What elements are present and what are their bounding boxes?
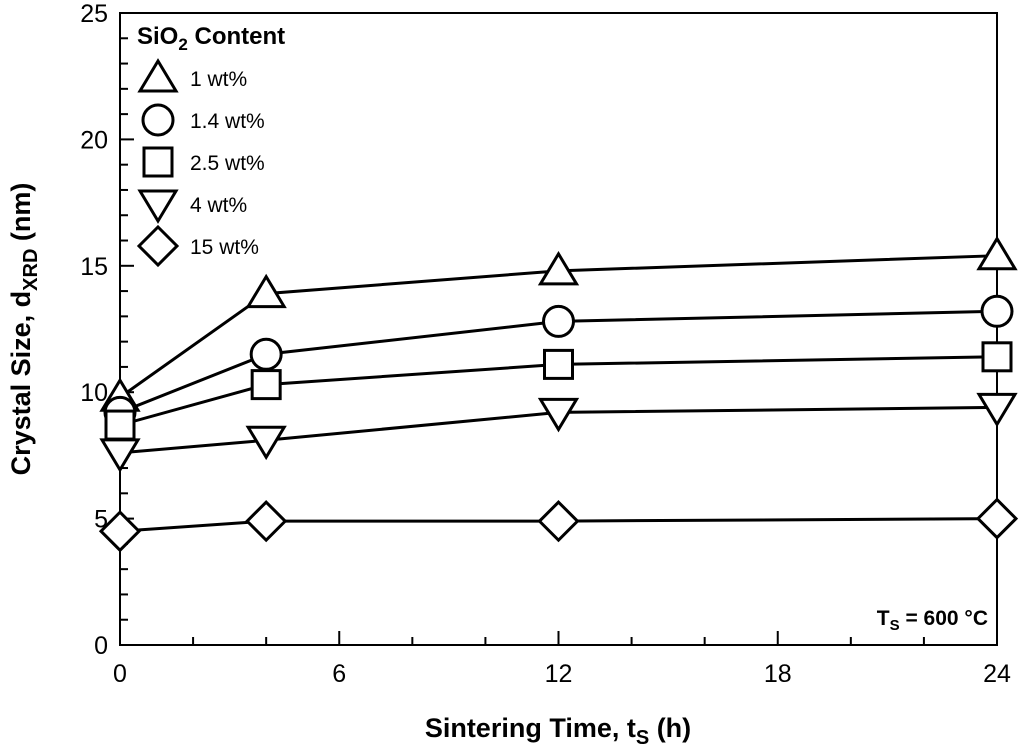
series-15-wt: [98, 497, 1019, 553]
x-tick-label: 18: [764, 660, 792, 688]
data-point-triangle-up: [245, 273, 287, 309]
series-4-wt: [99, 392, 1018, 473]
legend-item: 15 wt%: [136, 224, 259, 268]
x-axis-title: Sintering Time, tS (h): [425, 713, 691, 749]
data-point-triangle-down: [245, 425, 287, 461]
data-point-triangle-down: [99, 438, 141, 473]
data-point-diamond: [537, 500, 580, 543]
plot-frame: [119, 12, 998, 646]
data-point-square: [104, 409, 136, 441]
legend-item: 4 wt%: [137, 189, 247, 224]
y-tick-label: 0: [94, 632, 108, 660]
x-tick-label: 12: [545, 660, 573, 688]
data-point-circle: [980, 294, 1014, 328]
legend-item: 1.4 wt%: [141, 103, 265, 137]
x-tick-label: 24: [983, 660, 1011, 688]
series-line: [119, 309, 998, 414]
y-axis-title: Crystal Size, dXRD (nm): [6, 183, 42, 476]
legend-title: SiO2 Content: [137, 23, 285, 54]
y-tick-label: 10: [80, 379, 108, 407]
data-point-triangle-up: [537, 250, 580, 286]
data-point-triangle-down: [537, 397, 580, 433]
y-tick-label: 25: [80, 0, 108, 28]
data-point-triangle-up: [976, 235, 1018, 271]
data-point-diamond: [245, 500, 288, 543]
series-line: [119, 405, 998, 455]
x-tick-label: 6: [332, 660, 346, 688]
legend-label: 1.4 wt%: [190, 110, 265, 133]
legend-label: 1 wt%: [190, 68, 247, 91]
series-1-wt: [99, 235, 1018, 412]
data-point-square: [981, 341, 1013, 373]
legend-label: 4 wt%: [190, 194, 247, 217]
legend-marker-square: [142, 146, 174, 178]
legend-marker-diamond: [136, 224, 180, 268]
data-point-circle: [249, 337, 283, 371]
legend-item: 1 wt%: [137, 58, 247, 93]
series-line: [119, 355, 998, 427]
legend-item: 2.5 wt%: [142, 146, 265, 178]
data-point-circle: [542, 304, 575, 338]
data-point-diamond: [975, 497, 1019, 540]
legend-label: 2.5 wt%: [190, 152, 265, 175]
series-line: [119, 517, 998, 533]
y-tick-label: 20: [80, 126, 108, 154]
series-line: [119, 254, 998, 399]
x-tick-label: 0: [113, 660, 127, 688]
legend-label: 15 wt%: [190, 236, 259, 259]
sintering-temperature-annotation: TS = 600 °C: [877, 607, 988, 634]
data-point-triangle-down: [976, 392, 1018, 428]
series-2-5-wt: [104, 341, 1013, 441]
legend: SiO2 Content 1 wt% 1.4 wt% 2.5 wt% 4 wt% 15 …: [136, 23, 285, 268]
series-layer: [98, 235, 1019, 553]
legend-marker-triangle-up: [137, 58, 179, 93]
data-point-square: [543, 348, 574, 380]
legend-marker-triangle-down: [137, 189, 179, 224]
data-point-square: [250, 369, 282, 401]
y-tick-label: 15: [80, 253, 108, 281]
data-point-diamond: [98, 510, 142, 553]
legend-marker-circle: [141, 103, 175, 137]
